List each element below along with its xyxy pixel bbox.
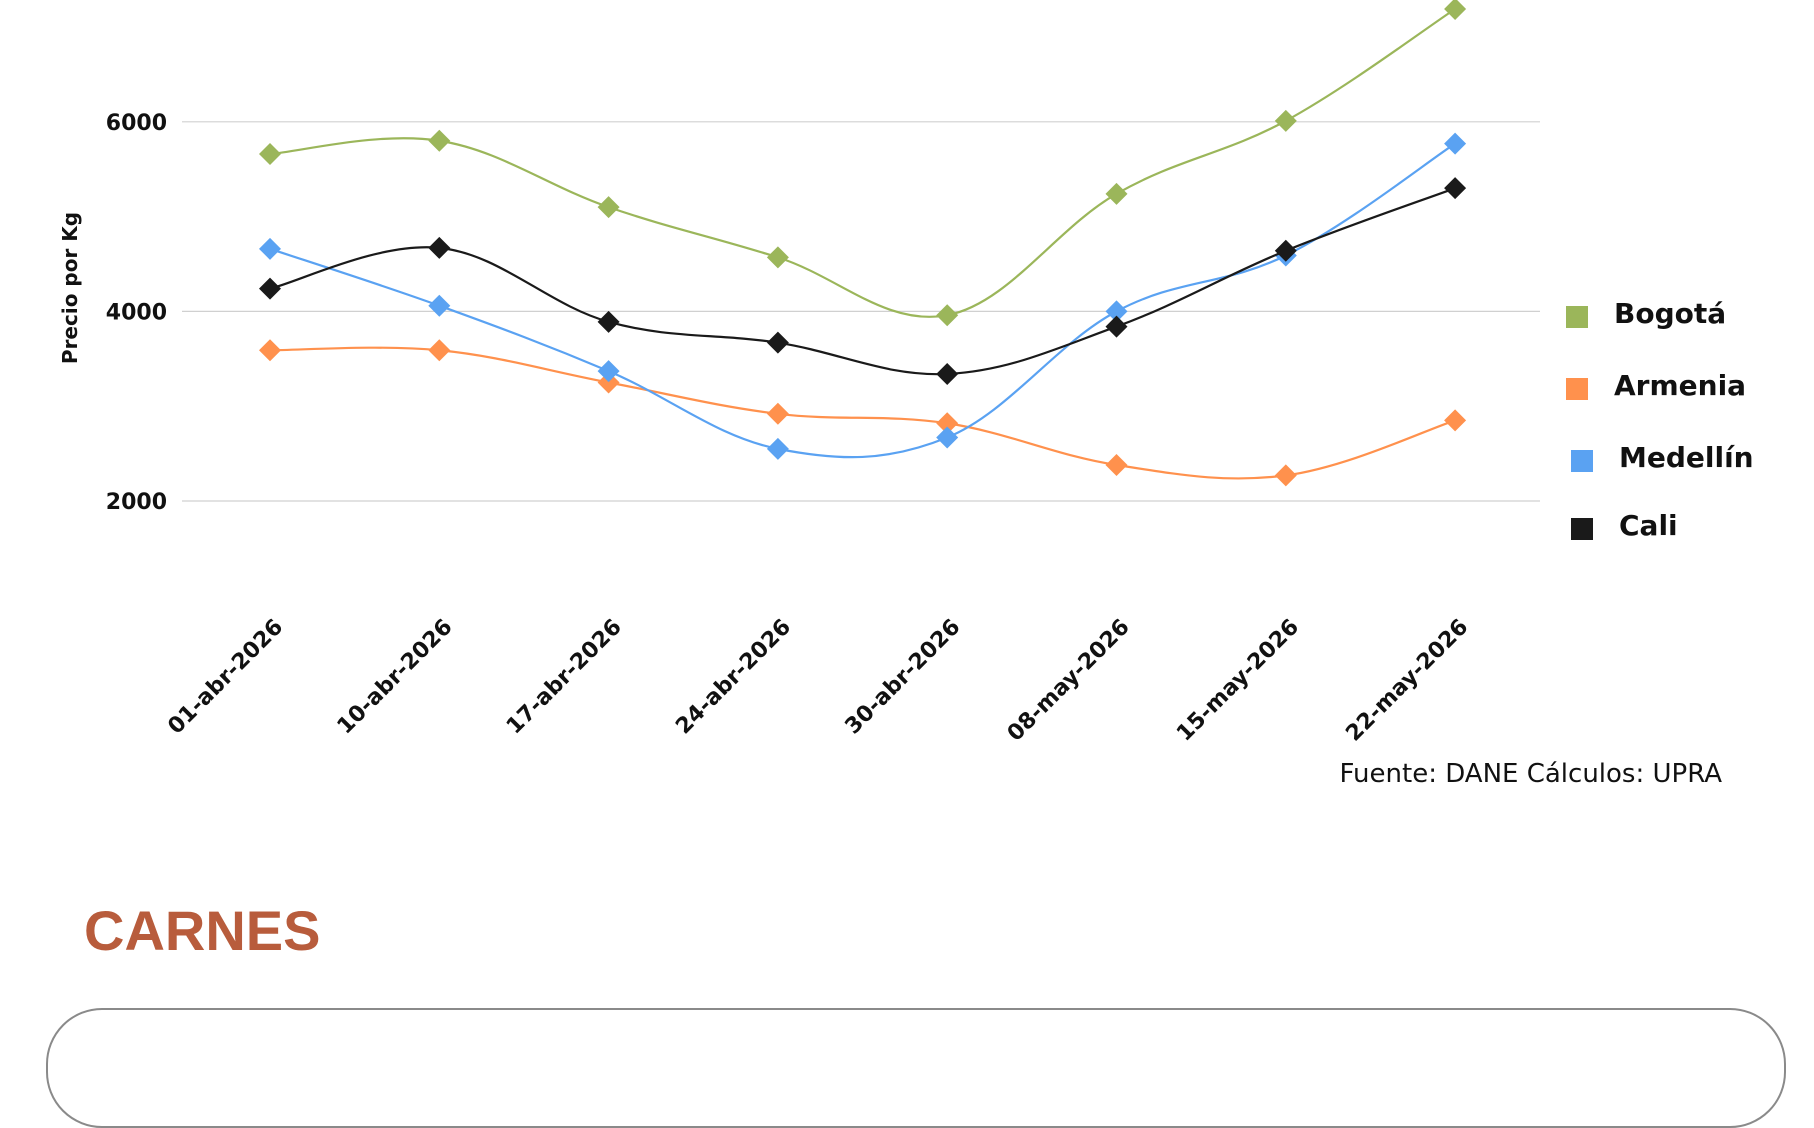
legend-label: Medellín [1619, 441, 1754, 474]
data-point [1274, 239, 1297, 262]
section-title: CARNES [84, 899, 321, 962]
data-point [1105, 182, 1128, 205]
data-point [936, 426, 959, 449]
legend-swatch [1566, 378, 1588, 400]
data-point [428, 339, 451, 362]
y-axis: 2000 4000 6000 [106, 111, 167, 515]
series-2 [259, 132, 1467, 460]
data-point [1444, 0, 1467, 20]
data-point [1105, 453, 1128, 476]
x-tick-label: 08-may-2026 [1003, 615, 1135, 747]
data-point [1105, 315, 1128, 338]
legend-label: Bogotá [1614, 297, 1726, 330]
x-tick-label: 24-abr-2026 [671, 615, 796, 740]
data-point [597, 371, 620, 394]
content-card [46, 1008, 1786, 1128]
data-point [428, 129, 451, 152]
grid-lines [182, 121, 1540, 502]
x-tick-label: 01-abr-2026 [163, 615, 288, 740]
data-point [1274, 464, 1297, 487]
data-point [936, 362, 959, 385]
data-point [1444, 132, 1467, 155]
data-point [428, 236, 451, 259]
data-point [597, 360, 620, 383]
data-point [766, 437, 789, 460]
legend-label: Armenia [1614, 369, 1746, 402]
series-line [269, 142, 1456, 459]
series-3 [259, 177, 1467, 385]
data-point [766, 402, 789, 425]
x-tick-label: 10-abr-2026 [333, 615, 458, 740]
x-tick-label: 22-may-2026 [1341, 615, 1473, 747]
data-point [259, 237, 281, 260]
y-axis-label: Precio por Kg [58, 212, 82, 364]
data-point [936, 304, 959, 327]
data-point [936, 412, 959, 435]
data-point [1274, 109, 1297, 132]
line-chart: 2000 4000 6000 Precio por Kg 01-abr-2026 10… [58, 0, 1754, 789]
data-point [766, 246, 789, 269]
data-point [428, 294, 451, 317]
data-point [1105, 300, 1128, 323]
data-point [597, 196, 620, 219]
data-point [1444, 177, 1467, 200]
x-tick-label: 30-abr-2026 [841, 615, 966, 740]
series-group [259, 0, 1467, 487]
y-tick-label: 6000 [106, 111, 167, 136]
x-axis: 01-abr-2026 10-abr-2026 17-abr-2026 24-abr-… [163, 615, 1473, 747]
data-point [259, 143, 281, 166]
data-point [259, 277, 281, 300]
data-point [597, 310, 620, 333]
x-tick-label: 15-may-2026 [1172, 615, 1304, 747]
data-point [766, 331, 789, 354]
legend-swatch [1571, 518, 1593, 540]
series-1 [259, 339, 1467, 487]
data-point [1444, 409, 1467, 432]
series-line [269, 187, 1456, 376]
series-0 [259, 0, 1467, 327]
series-line [269, 346, 1456, 480]
legend-swatch [1566, 306, 1588, 328]
series-line [269, 8, 1456, 318]
source-note: Fuente: DANE Cálculos: UPRA [1340, 759, 1723, 789]
y-tick-label: 4000 [106, 300, 167, 325]
x-tick-label: 17-abr-2026 [502, 615, 627, 740]
y-tick-label: 2000 [106, 490, 167, 515]
legend-label: Cali [1619, 509, 1678, 542]
legend-swatch [1571, 450, 1593, 472]
data-point [259, 339, 281, 362]
legend: Bogotá Armenia Medellín Cali [1566, 297, 1754, 542]
